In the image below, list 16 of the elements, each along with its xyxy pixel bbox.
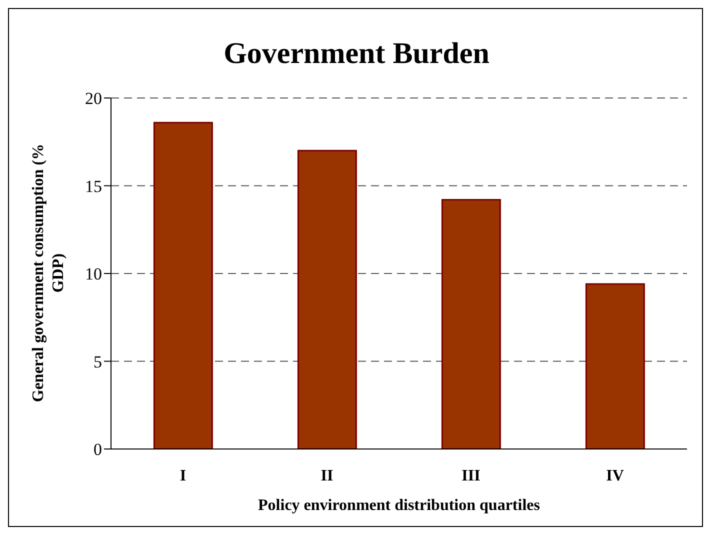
bar	[441, 199, 501, 449]
bar	[297, 150, 357, 449]
y-tick-label: 10	[85, 264, 102, 284]
y-axis-title: General government consumption (% GDP)	[29, 142, 68, 404]
bar	[153, 122, 213, 449]
y-tick-label: 0	[94, 440, 102, 460]
y-tick-label: 5	[94, 352, 102, 372]
x-tick-label: II	[320, 467, 334, 484]
chart-title: Government Burden	[222, 37, 490, 71]
x-tick-label: IV	[606, 467, 624, 484]
y-tick-label: 20	[85, 89, 102, 108]
x-tick-label: III	[462, 467, 480, 484]
x-tick-label: I	[180, 467, 186, 484]
y-tick-label: 15	[85, 176, 102, 196]
bar	[585, 283, 645, 449]
x-axis-title: Policy environment distribution quartiles	[257, 497, 541, 515]
